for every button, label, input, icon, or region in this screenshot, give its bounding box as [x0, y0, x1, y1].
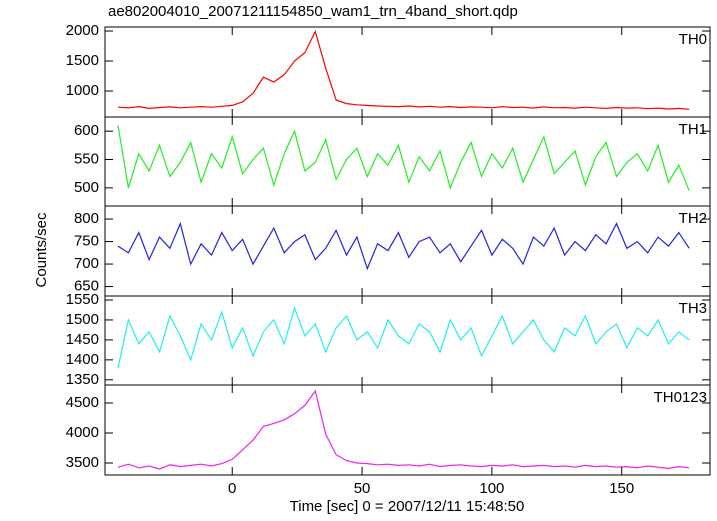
panel-label: TH0 [679, 31, 707, 48]
y-tick-label: 4500 [66, 394, 99, 411]
chart-title: ae802004010_20071211154850_wam1_trn_4ban… [108, 3, 518, 20]
y-tick-label: 800 [74, 210, 99, 227]
y-axis-label: Counts/sec [33, 212, 50, 288]
y-tick-label: 3500 [66, 454, 99, 471]
panel-label: TH2 [679, 210, 707, 227]
y-tick-label: 1450 [66, 331, 99, 348]
y-tick-label: 1500 [66, 311, 99, 328]
panel-frame [104, 205, 711, 297]
y-tick-label: 1400 [66, 351, 99, 368]
light-curve [117, 389, 690, 470]
y-tick-label: 550 [74, 150, 99, 167]
x-axis-label: Time [sec] 0 = 2007/12/11 15:48:50 [290, 498, 525, 515]
light-curve [117, 221, 690, 271]
light-curve [117, 306, 690, 368]
y-tick-label: 2000 [66, 22, 99, 39]
panel-label: TH3 [679, 300, 707, 317]
light-curve [117, 29, 690, 110]
y-tick-label: 650 [74, 278, 99, 295]
panel-label: TH0123 [654, 389, 707, 406]
panel-frame [104, 26, 711, 118]
y-tick-label: 1550 [66, 291, 99, 308]
x-tick-label: 0 [228, 480, 236, 497]
panel-label: TH1 [679, 121, 707, 138]
y-tick-label: 500 [74, 179, 99, 196]
y-tick-label: 1500 [66, 52, 99, 69]
y-tick-label: 1000 [66, 82, 99, 99]
x-tick-label: 50 [354, 480, 371, 497]
y-tick-label: 1350 [66, 371, 99, 388]
y-tick-label: 750 [74, 233, 99, 250]
light-curve [117, 125, 690, 191]
y-tick-label: 600 [74, 122, 99, 139]
x-tick-label: 100 [479, 480, 504, 497]
y-tick-label: 700 [74, 255, 99, 272]
y-tick-label: 4000 [66, 424, 99, 441]
panel-frame [104, 384, 711, 476]
x-tick-label: 150 [609, 480, 634, 497]
